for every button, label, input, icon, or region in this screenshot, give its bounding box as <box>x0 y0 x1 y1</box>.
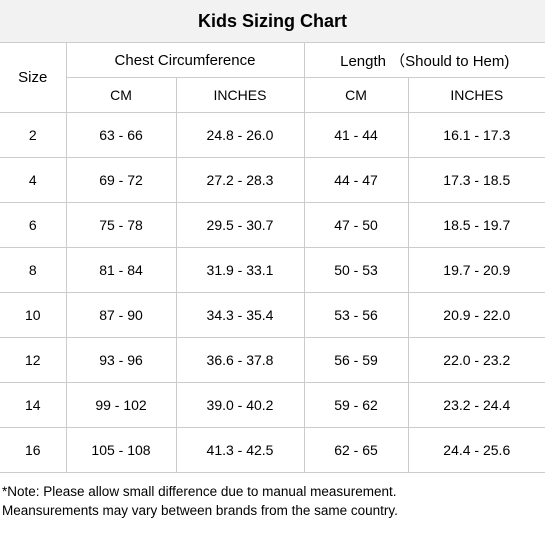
cell-chest-cm: 105 - 108 <box>66 428 176 473</box>
cell-len-in: 22.0 - 23.2 <box>408 338 545 383</box>
cell-len-cm: 62 - 65 <box>304 428 408 473</box>
cell-chest-cm: 81 - 84 <box>66 248 176 293</box>
table-row: 6 75 - 78 29.5 - 30.7 47 - 50 18.5 - 19.… <box>0 203 545 248</box>
table-row: 16 105 - 108 41.3 - 42.5 62 - 65 24.4 - … <box>0 428 545 473</box>
col-header-chest-cm: CM <box>66 78 176 113</box>
cell-len-in: 23.2 - 24.4 <box>408 383 545 428</box>
cell-chest-cm: 75 - 78 <box>66 203 176 248</box>
note-line-1: *Note: Please allow small difference due… <box>2 483 539 502</box>
table-row: 14 99 - 102 39.0 - 40.2 59 - 62 23.2 - 2… <box>0 383 545 428</box>
sizing-chart-container: Kids Sizing Chart Size Chest Circumferen… <box>0 0 545 521</box>
table-row: 12 93 - 96 36.6 - 37.8 56 - 59 22.0 - 23… <box>0 338 545 383</box>
cell-len-cm: 56 - 59 <box>304 338 408 383</box>
cell-len-in: 19.7 - 20.9 <box>408 248 545 293</box>
cell-len-cm: 53 - 56 <box>304 293 408 338</box>
cell-chest-in: 24.8 - 26.0 <box>176 113 304 158</box>
cell-size: 2 <box>0 113 66 158</box>
cell-size: 6 <box>0 203 66 248</box>
cell-len-in: 20.9 - 22.0 <box>408 293 545 338</box>
cell-len-in: 17.3 - 18.5 <box>408 158 545 203</box>
cell-len-cm: 44 - 47 <box>304 158 408 203</box>
cell-chest-cm: 69 - 72 <box>66 158 176 203</box>
cell-size: 4 <box>0 158 66 203</box>
cell-len-in: 16.1 - 17.3 <box>408 113 545 158</box>
note-block: *Note: Please allow small difference due… <box>0 473 545 521</box>
col-header-len-cm: CM <box>304 78 408 113</box>
cell-chest-in: 34.3 - 35.4 <box>176 293 304 338</box>
table-row: 10 87 - 90 34.3 - 35.4 53 - 56 20.9 - 22… <box>0 293 545 338</box>
cell-chest-cm: 63 - 66 <box>66 113 176 158</box>
table-body: 2 63 - 66 24.8 - 26.0 41 - 44 16.1 - 17.… <box>0 113 545 473</box>
cell-len-cm: 41 - 44 <box>304 113 408 158</box>
table-row: 2 63 - 66 24.8 - 26.0 41 - 44 16.1 - 17.… <box>0 113 545 158</box>
col-header-chest-in: INCHES <box>176 78 304 113</box>
cell-chest-cm: 87 - 90 <box>66 293 176 338</box>
cell-len-cm: 59 - 62 <box>304 383 408 428</box>
table-row: 8 81 - 84 31.9 - 33.1 50 - 53 19.7 - 20.… <box>0 248 545 293</box>
cell-len-cm: 50 - 53 <box>304 248 408 293</box>
cell-chest-in: 27.2 - 28.3 <box>176 158 304 203</box>
note-line-2: Meansurements may vary between brands fr… <box>2 502 539 521</box>
cell-size: 8 <box>0 248 66 293</box>
chart-title: Kids Sizing Chart <box>0 0 545 43</box>
cell-chest-in: 41.3 - 42.5 <box>176 428 304 473</box>
cell-chest-in: 36.6 - 37.8 <box>176 338 304 383</box>
cell-len-cm: 47 - 50 <box>304 203 408 248</box>
cell-chest-in: 31.9 - 33.1 <box>176 248 304 293</box>
cell-chest-cm: 99 - 102 <box>66 383 176 428</box>
cell-chest-cm: 93 - 96 <box>66 338 176 383</box>
col-header-size: Size <box>0 43 66 113</box>
col-header-length: Length （Should to Hem) <box>304 43 545 78</box>
sizing-table: Kids Sizing Chart Size Chest Circumferen… <box>0 0 545 473</box>
cell-chest-in: 39.0 - 40.2 <box>176 383 304 428</box>
cell-size: 16 <box>0 428 66 473</box>
cell-len-in: 18.5 - 19.7 <box>408 203 545 248</box>
cell-chest-in: 29.5 - 30.7 <box>176 203 304 248</box>
cell-size: 10 <box>0 293 66 338</box>
table-row: 4 69 - 72 27.2 - 28.3 44 - 47 17.3 - 18.… <box>0 158 545 203</box>
cell-len-in: 24.4 - 25.6 <box>408 428 545 473</box>
col-header-chest: Chest Circumference <box>66 43 304 78</box>
cell-size: 12 <box>0 338 66 383</box>
cell-size: 14 <box>0 383 66 428</box>
col-header-len-in: INCHES <box>408 78 545 113</box>
